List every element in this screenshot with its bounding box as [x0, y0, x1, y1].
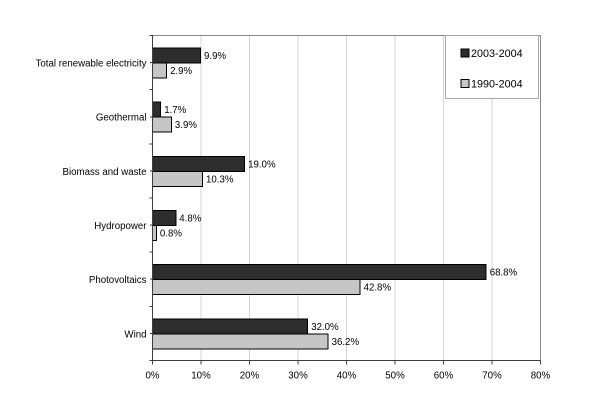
- svg-text:Biomass and waste: Biomass and waste: [63, 167, 147, 178]
- svg-text:Photovoltaics: Photovoltaics: [89, 275, 147, 286]
- svg-text:10.3%: 10.3%: [206, 174, 234, 185]
- svg-text:Wind: Wind: [124, 329, 146, 340]
- svg-text:9.9%: 9.9%: [204, 51, 226, 62]
- svg-text:36.2%: 36.2%: [332, 337, 360, 348]
- svg-text:2003-2004: 2003-2004: [471, 48, 523, 60]
- svg-text:2.9%: 2.9%: [170, 66, 192, 77]
- svg-text:0.8%: 0.8%: [160, 229, 182, 240]
- svg-text:40%: 40%: [337, 371, 357, 382]
- svg-text:1990-2004: 1990-2004: [471, 79, 523, 91]
- svg-text:19.0%: 19.0%: [248, 159, 276, 170]
- svg-text:10%: 10%: [191, 371, 211, 382]
- svg-text:0%: 0%: [145, 371, 159, 382]
- svg-text:3.9%: 3.9%: [175, 120, 197, 131]
- svg-text:Hydropower: Hydropower: [94, 221, 147, 232]
- svg-text:50%: 50%: [385, 371, 405, 382]
- svg-text:30%: 30%: [288, 371, 308, 382]
- svg-text:20%: 20%: [240, 371, 260, 382]
- svg-text:80%: 80%: [531, 371, 551, 382]
- svg-text:Total renewable electricity: Total renewable electricity: [36, 59, 147, 70]
- svg-text:32.0%: 32.0%: [311, 322, 339, 333]
- svg-text:1.7%: 1.7%: [164, 105, 186, 116]
- svg-text:Geothermal: Geothermal: [96, 113, 147, 124]
- svg-text:68.8%: 68.8%: [490, 268, 518, 279]
- svg-text:4.8%: 4.8%: [179, 214, 201, 225]
- svg-text:42.8%: 42.8%: [364, 283, 392, 294]
- svg-text:60%: 60%: [434, 371, 454, 382]
- svg-text:70%: 70%: [482, 371, 502, 382]
